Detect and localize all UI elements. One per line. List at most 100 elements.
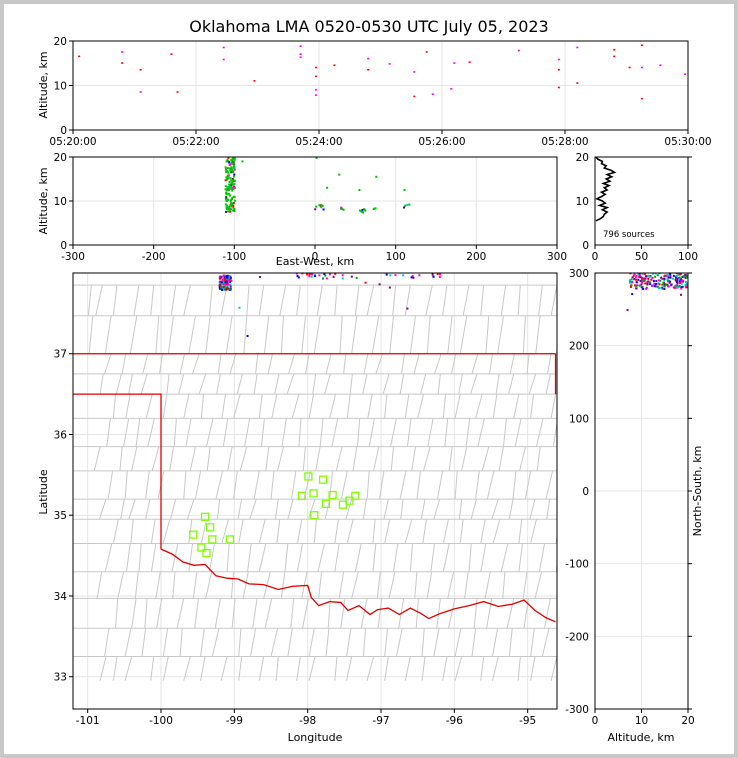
lma-station-marker [297, 491, 306, 500]
county-line [550, 394, 557, 419]
county-line [373, 446, 380, 471]
plan-view-source [308, 273, 311, 276]
ns-height-source [676, 285, 679, 288]
county-line [524, 470, 532, 500]
lma-station-marker [310, 511, 319, 520]
county-line [329, 470, 334, 500]
time-height-source [413, 71, 416, 73]
county-line [247, 543, 252, 572]
county-line [258, 656, 265, 681]
county-line [296, 656, 301, 681]
county-line [434, 353, 442, 375]
ns-height-source [645, 286, 648, 289]
ew-height-source [326, 186, 329, 189]
county-line [508, 628, 513, 657]
ns-height-source [644, 278, 647, 281]
county-line [150, 656, 155, 681]
ns-height-source [675, 273, 678, 275]
ew-height-source [233, 183, 236, 186]
plan-view-source [238, 306, 241, 309]
county-line [117, 571, 125, 599]
county-line [215, 470, 224, 500]
county-line [414, 571, 418, 599]
county-line [169, 446, 174, 471]
ns-height-source [634, 276, 637, 279]
time-height-source [453, 62, 456, 64]
county-line [550, 656, 557, 681]
ew-height-source [373, 207, 376, 210]
ns-height-source [626, 309, 629, 312]
time-height-source [431, 93, 434, 95]
ns-height-source [631, 293, 634, 296]
plan-view-source [411, 275, 414, 278]
county-line [200, 656, 206, 681]
plan-view-frame [72, 272, 558, 710]
county-line [383, 498, 389, 520]
ns-height-source [648, 275, 651, 278]
county-line [229, 353, 237, 375]
county-line [208, 285, 213, 316]
ns-height-source [647, 277, 650, 280]
county-line [497, 315, 504, 354]
county-line [200, 394, 205, 419]
county-line [329, 393, 337, 419]
plan-view-source [219, 280, 222, 283]
ns-height-source [632, 274, 635, 277]
plan-view-source [418, 274, 421, 277]
county-line [258, 394, 263, 419]
county-line [352, 446, 358, 471]
time-height-source [222, 46, 225, 49]
county-line [162, 519, 171, 544]
county-line [128, 498, 136, 520]
ew-height-source [361, 210, 364, 213]
county-line [546, 499, 551, 520]
x-tick-label: 05:28:00 [541, 136, 588, 148]
county-line [238, 519, 244, 544]
ew-height-source [231, 157, 234, 160]
county-line [362, 373, 368, 395]
county-line [104, 628, 110, 657]
county-line [530, 628, 535, 657]
ew-height-source [226, 185, 229, 188]
plan-view-source [219, 287, 222, 290]
time-height-source [613, 48, 616, 51]
county-line [536, 446, 541, 471]
county-line [522, 315, 526, 354]
plan-view-source [389, 274, 392, 277]
ns-height-source [628, 281, 631, 284]
ew-height-source [403, 206, 406, 209]
altitude-histogram-xticks: 0 50 100 [592, 245, 698, 263]
county-line [217, 353, 222, 374]
ns-height-source [658, 283, 661, 286]
x-tick-label: -99 [226, 715, 243, 727]
x-tick-label: 200 [466, 251, 486, 263]
plan-view-source [406, 307, 409, 310]
plan-view-source [225, 283, 228, 286]
ew-height-source [358, 209, 361, 212]
county-line [172, 571, 176, 599]
ns-height-source [680, 293, 683, 296]
county-line [469, 373, 478, 395]
county-line [145, 393, 153, 419]
plan-view-source [350, 275, 353, 278]
county-line [413, 353, 420, 375]
county-line [238, 656, 243, 681]
county-line [270, 628, 279, 657]
y-tick-label: 0 [582, 240, 589, 252]
plan-view-source [219, 282, 222, 285]
time-height-source [388, 63, 391, 65]
county-line [112, 285, 118, 316]
county-line [366, 656, 375, 681]
county-line [236, 373, 243, 395]
y-tick-label: 10 [54, 81, 67, 93]
county-line [126, 543, 131, 572]
county-line [150, 519, 156, 544]
county-line [308, 628, 315, 657]
county-line [313, 519, 317, 544]
x-tick-label: 05:22:00 [172, 136, 219, 148]
plan-view-source [223, 288, 226, 291]
county-line [379, 470, 385, 500]
ns-height-source [639, 279, 642, 282]
ns-height-source [669, 273, 672, 276]
ew-height-source [229, 202, 232, 205]
